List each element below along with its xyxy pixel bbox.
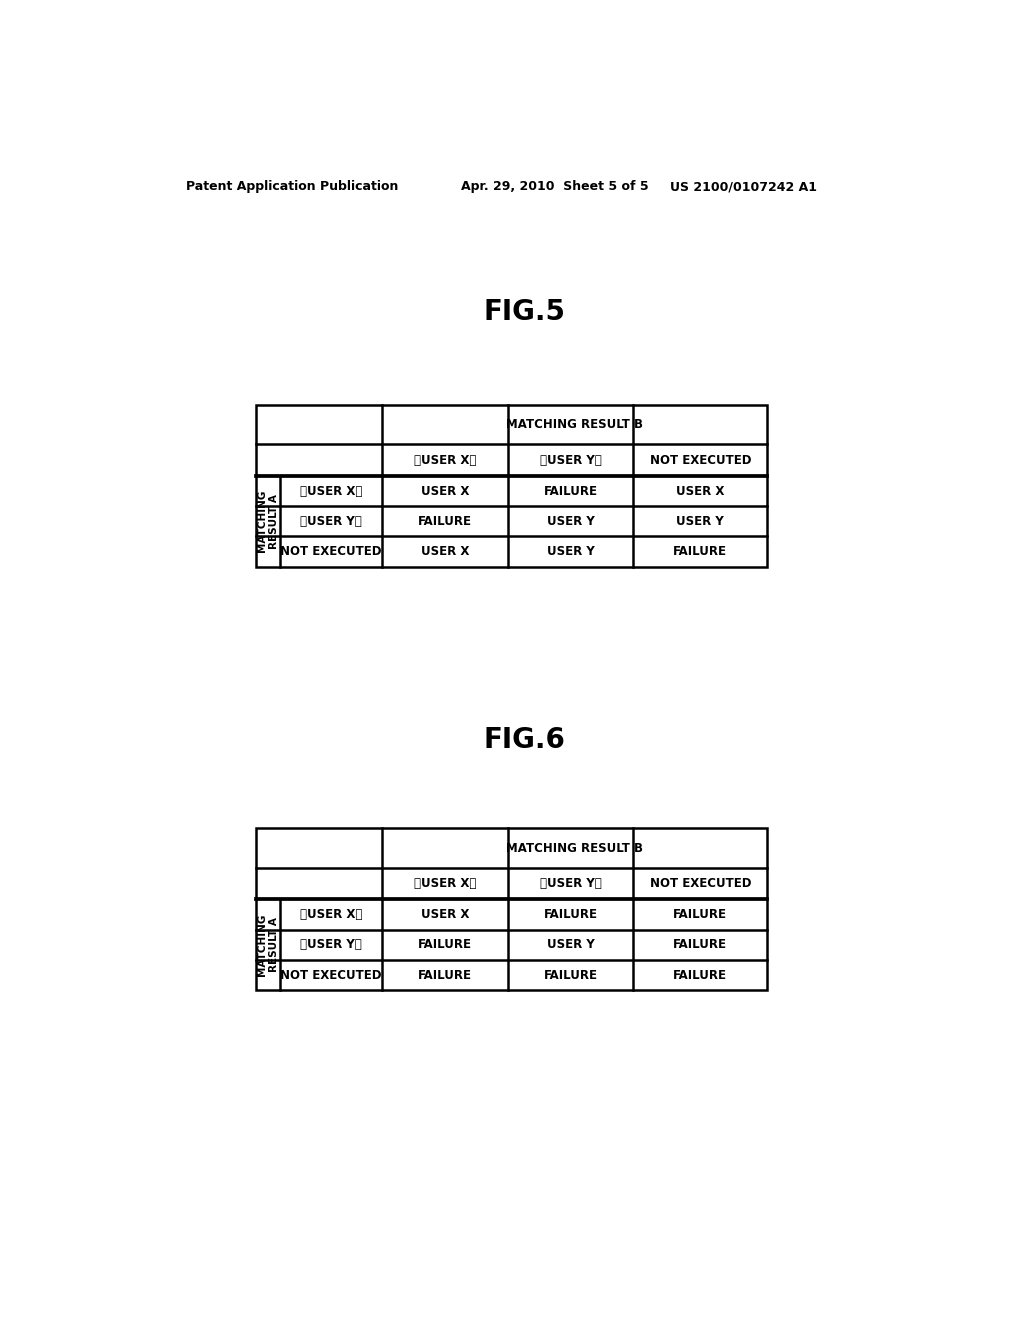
Text: FIG.5: FIG.5 bbox=[483, 298, 566, 326]
Text: USER X: USER X bbox=[421, 484, 469, 498]
Text: MATCHING RESULT B: MATCHING RESULT B bbox=[506, 842, 643, 854]
Text: NOT EXECUTED: NOT EXECUTED bbox=[281, 969, 382, 982]
Text: FAILURE: FAILURE bbox=[544, 484, 597, 498]
Text: Apr. 29, 2010  Sheet 5 of 5: Apr. 29, 2010 Sheet 5 of 5 bbox=[461, 181, 649, 194]
Text: 「USER X」: 「USER X」 bbox=[300, 908, 362, 921]
Text: FAILURE: FAILURE bbox=[674, 939, 727, 952]
Text: 「USER X」: 「USER X」 bbox=[300, 484, 362, 498]
Text: FAILURE: FAILURE bbox=[674, 969, 727, 982]
Text: 「USER Y」: 「USER Y」 bbox=[300, 515, 362, 528]
Text: Patent Application Publication: Patent Application Publication bbox=[186, 181, 398, 194]
Text: USER X: USER X bbox=[421, 908, 469, 921]
Text: FAILURE: FAILURE bbox=[544, 969, 597, 982]
Text: FAILURE: FAILURE bbox=[418, 969, 472, 982]
Text: FAILURE: FAILURE bbox=[674, 908, 727, 921]
Text: FAILURE: FAILURE bbox=[674, 545, 727, 558]
Text: 「USER X」: 「USER X」 bbox=[414, 878, 476, 890]
Text: FAILURE: FAILURE bbox=[544, 908, 597, 921]
Text: USER X: USER X bbox=[676, 484, 725, 498]
Text: 「USER Y」: 「USER Y」 bbox=[540, 454, 601, 467]
Text: NOT EXECUTED: NOT EXECUTED bbox=[281, 545, 382, 558]
Text: FIG.6: FIG.6 bbox=[484, 726, 565, 754]
Text: NOT EXECUTED: NOT EXECUTED bbox=[649, 878, 751, 890]
Bar bbox=[256, 829, 767, 990]
Text: MATCHING
RESULT A: MATCHING RESULT A bbox=[257, 490, 279, 553]
Text: USER Y: USER Y bbox=[547, 545, 594, 558]
Text: USER Y: USER Y bbox=[677, 515, 724, 528]
Text: NOT EXECUTED: NOT EXECUTED bbox=[649, 454, 751, 467]
Text: MATCHING
RESULT A: MATCHING RESULT A bbox=[257, 913, 279, 975]
Text: FAILURE: FAILURE bbox=[418, 515, 472, 528]
Text: 「USER Y」: 「USER Y」 bbox=[300, 939, 362, 952]
Bar bbox=[256, 405, 767, 566]
Text: 「USER X」: 「USER X」 bbox=[414, 454, 476, 467]
Text: FAILURE: FAILURE bbox=[418, 939, 472, 952]
Text: USER X: USER X bbox=[421, 545, 469, 558]
Text: US 2100/0107242 A1: US 2100/0107242 A1 bbox=[671, 181, 817, 194]
Text: USER Y: USER Y bbox=[547, 515, 594, 528]
Text: MATCHING RESULT B: MATCHING RESULT B bbox=[506, 418, 643, 432]
Text: 「USER Y」: 「USER Y」 bbox=[540, 878, 601, 890]
Text: USER Y: USER Y bbox=[547, 939, 594, 952]
